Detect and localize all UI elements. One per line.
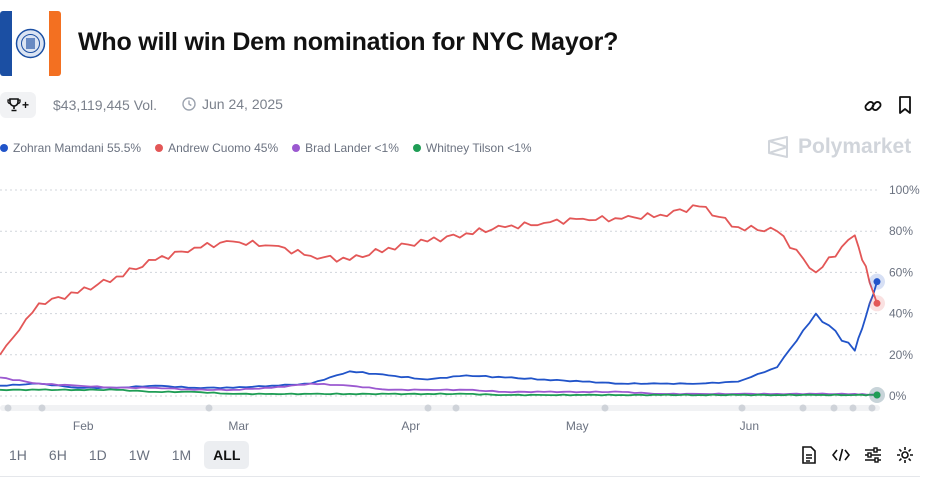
scrubber-dot <box>452 404 460 412</box>
price-chart[interactable]: 0% 20% 40% 60% 80% 100% Feb Mar Apr May Jun <box>0 176 920 438</box>
settings-icon[interactable] <box>896 446 914 464</box>
time-scrubber <box>0 404 880 412</box>
y-tick-label: 0% <box>889 389 907 403</box>
scrubber-dot <box>738 404 746 412</box>
chart-grid <box>0 189 880 397</box>
scrubber-track <box>0 405 880 411</box>
market-flag-logo <box>0 11 61 76</box>
clock-icon <box>182 97 196 111</box>
range-1m-button[interactable]: 1M <box>171 447 192 463</box>
endpoint-marker <box>873 278 881 286</box>
legend-dot <box>155 144 164 152</box>
link-icon[interactable] <box>863 96 883 116</box>
x-tick-label: Feb <box>73 419 94 433</box>
volume-text: $43,119,445 Vol. <box>53 97 158 113</box>
legend-label: Andrew Cuomo 45% <box>168 141 279 155</box>
range-all-button[interactable]: ALL <box>204 441 250 469</box>
sliders-icon[interactable] <box>864 446 882 464</box>
document-icon[interactable] <box>800 446 818 464</box>
endpoint-marker <box>873 299 881 307</box>
y-tick-label: 80% <box>889 224 913 238</box>
legend-dot <box>412 144 421 152</box>
legend-item-lander: Brad Lander <1% <box>292 141 399 155</box>
polymarket-logo-icon <box>768 136 788 158</box>
y-tick-label: 40% <box>889 307 913 321</box>
series-line-brad-lander <box>0 376 878 396</box>
y-tick-label: 100% <box>889 183 920 197</box>
x-tick-label: May <box>566 419 589 433</box>
scrubber-dot <box>205 404 213 412</box>
x-axis: Feb Mar Apr May Jun <box>73 419 759 433</box>
scrubber-dot <box>849 404 857 412</box>
x-tick-label: Jun <box>740 419 759 433</box>
trophy-icon <box>7 98 21 112</box>
scrubber-dot <box>4 404 12 412</box>
time-range-selector: 1H 6H 1D 1W 1M ALL <box>0 441 250 469</box>
polymarket-watermark: Polymarket <box>766 135 911 159</box>
legend-item-mamdani: Zohran Mamdani 55.5% <box>0 141 141 155</box>
chart-legend: Zohran Mamdani 55.5% Andrew Cuomo 45% Br… <box>0 141 532 155</box>
legend-label: Brad Lander <1% <box>305 141 399 155</box>
chart-series <box>0 204 878 397</box>
legend-item-cuomo: Andrew Cuomo 45% <box>155 141 278 155</box>
series-line-zohran-mamdani <box>0 281 878 390</box>
y-tick-label: 20% <box>889 348 913 362</box>
scrubber-dot <box>830 404 838 412</box>
scrubber-dot <box>868 404 876 412</box>
x-tick-label: Mar <box>228 419 249 433</box>
trophy-button[interactable]: + <box>0 92 36 118</box>
scrubber-dot <box>424 404 432 412</box>
trophy-plus: + <box>21 98 29 112</box>
code-icon[interactable] <box>832 446 850 464</box>
series-line-andrew-cuomo <box>0 204 878 356</box>
legend-label: Whitney Tilson <1% <box>425 141 532 155</box>
scrubber-dot <box>799 404 807 412</box>
range-1d-button[interactable]: 1D <box>88 447 107 463</box>
footer-divider <box>0 476 920 477</box>
scrubber-dot <box>601 404 609 412</box>
chart-toolbar <box>800 446 914 464</box>
page-title: Who will win Dem nomination for NYC Mayo… <box>78 28 619 56</box>
date-label: Jun 24, 2025 <box>202 96 283 112</box>
scrubber-dot <box>38 404 46 412</box>
bookmark-icon[interactable] <box>896 95 914 115</box>
series-line-whitney-tilson <box>0 388 877 397</box>
chart-endpoints <box>869 273 885 403</box>
y-tick-label: 60% <box>889 265 913 279</box>
watermark-text: Polymarket <box>798 135 912 158</box>
endpoint-marker <box>873 391 881 399</box>
range-1h-button[interactable]: 1H <box>9 447 27 463</box>
legend-dot <box>292 144 301 152</box>
end-date: Jun 24, 2025 <box>182 96 283 112</box>
y-axis: 0% 20% 40% 60% 80% 100% <box>889 183 920 403</box>
range-6h-button[interactable]: 6H <box>48 447 67 463</box>
legend-item-tilson: Whitney Tilson <1% <box>412 141 532 155</box>
legend-label: Zohran Mamdani 55.5% <box>13 141 142 155</box>
legend-dot <box>0 144 8 152</box>
range-1w-button[interactable]: 1W <box>128 447 150 463</box>
x-tick-label: Apr <box>401 419 420 433</box>
